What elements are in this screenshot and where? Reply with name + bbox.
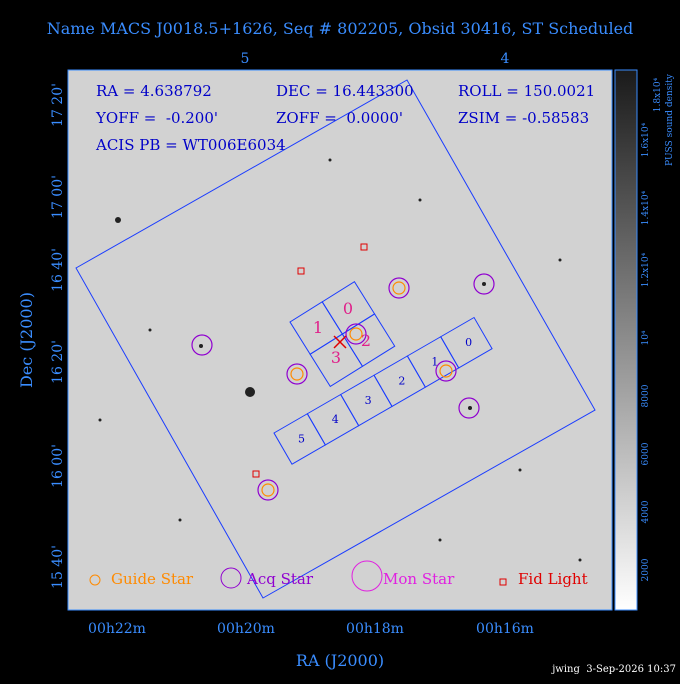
info-text: RA = 4.638792 [96, 82, 212, 100]
info-text: DEC = 16.443300 [276, 82, 414, 100]
tick-label: 16 20' [50, 340, 66, 384]
colorbar [614, 69, 638, 611]
legend-label: Mon Star [383, 570, 455, 588]
tick-label: 17 20' [50, 83, 66, 127]
guide-stars [261, 281, 453, 497]
aimpoint [333, 335, 347, 349]
tick-label: 15 40' [50, 545, 66, 589]
colorbar-tick: 10⁴ [641, 330, 651, 345]
tick-label: 16 40' [50, 248, 66, 292]
colorbar-label: PUSS sound density [665, 73, 675, 166]
axes: 5 4 00h22m 00h20m 00h18m 00h16m 17 20' 1… [17, 51, 534, 670]
colorbar-tick: 1.2x10⁴ [641, 252, 651, 287]
ccd-label: 3 [331, 348, 341, 367]
colorbar-tick: 4000 [641, 500, 651, 523]
title: Name MACS J0018.5+1626, Seq # 802205, Ob… [47, 19, 634, 38]
ccd-label: 5 [298, 433, 305, 446]
tick-label: 00h22m [88, 621, 146, 637]
ccd-label: 1 [431, 356, 438, 369]
ccd-label: 0 [465, 336, 472, 349]
tick-label: 00h16m [476, 621, 534, 637]
colorbar-tick: 1.4x10⁴ [641, 190, 651, 225]
tick-label: 00h18m [346, 621, 404, 637]
field-stars [98, 158, 582, 562]
info-text: ZSIM = -0.58583 [458, 109, 589, 127]
field-of-view [75, 79, 596, 599]
acis-s: 5 4 3 2 1 0 [273, 316, 493, 465]
ccd-label: 1 [313, 318, 323, 337]
colorbar-ticks: 2000 4000 6000 8000 10⁴ 1.2x10⁴ 1.4x10⁴ … [641, 73, 675, 581]
legend-label: Acq Star [246, 570, 314, 588]
legend: Guide Star Acq Star Mon Star Fid Light [89, 560, 588, 592]
tick-label: 00h20m [217, 621, 275, 637]
sky-image [68, 70, 612, 610]
y-axis-label: Dec (J2000) [17, 292, 36, 388]
colorbar-tick: 6000 [641, 442, 651, 465]
footer: jwing 3-Sep-2026 10:37 [551, 664, 676, 675]
info-text: ZOFF = 0.0000' [276, 109, 403, 127]
tick-label: 16 00' [50, 444, 66, 488]
info-block: RA = 4.638792 DEC = 16.443300 ROLL = 150… [95, 82, 595, 154]
ccd-label: 0 [343, 299, 353, 318]
acq-stars [191, 273, 495, 501]
ccd-label: 2 [361, 331, 371, 350]
legend-label: Fid Light [518, 570, 588, 588]
axis-frame [67, 69, 613, 611]
tick-label: 5 [241, 51, 250, 67]
tick-label: 4 [501, 51, 510, 67]
acis-i-labels: 0 1 2 3 [313, 299, 371, 367]
info-text: ACIS PB = WT006E6034 [95, 136, 286, 154]
fid-lights [252, 243, 368, 478]
ccd-label: 3 [365, 394, 372, 407]
legend-label: Guide Star [111, 570, 194, 588]
colorbar-tick: 8000 [641, 384, 651, 407]
colorbar-tick: 2000 [641, 558, 651, 581]
colorbar-tick: 1.8x10⁴ [653, 77, 663, 112]
ccd-label: 2 [398, 375, 405, 388]
info-text: YOFF = -0.200' [95, 109, 218, 127]
x-axis-label: RA (J2000) [296, 651, 384, 670]
colorbar-tick: 1.6x10⁴ [641, 122, 651, 157]
info-text: ROLL = 150.0021 [458, 82, 595, 100]
tick-label: 17 00' [50, 175, 66, 219]
ccd-label: 4 [332, 413, 339, 426]
